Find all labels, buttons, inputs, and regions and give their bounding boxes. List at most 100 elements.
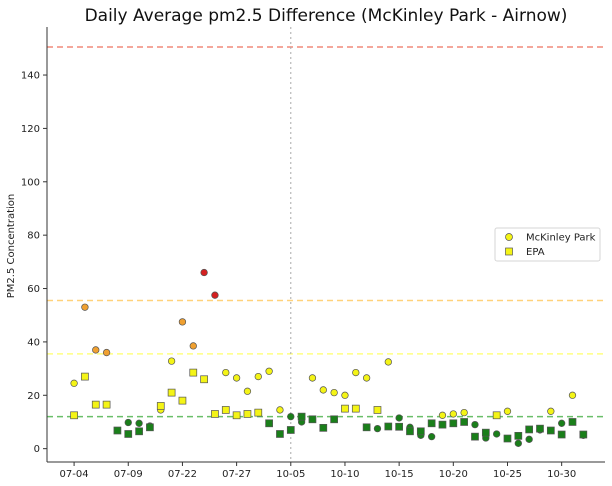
mckinley-park-point [449,410,457,418]
mckinley-park-point [568,391,577,399]
epa-point [135,427,143,436]
mckinley-park-point [547,407,555,415]
legend: McKinley Park EPA [494,227,601,262]
epa-point [384,422,393,431]
epa-point [341,404,349,413]
epa-point [579,430,588,439]
epa-point [211,410,219,418]
mckinley-park-point [384,358,392,366]
y-tick-label: 0 [34,444,40,455]
epa-point [330,415,338,424]
mckinley-park-point [200,268,208,277]
mckinley-park-point [503,407,512,415]
mckinley-park-point [81,303,89,311]
mckinley-park-point [265,367,273,375]
mckinley-park-point [276,406,284,414]
chart-title: Daily Average pm2.5 Difference (McKinley… [85,6,568,26]
mckinley-park-point [330,388,338,397]
axes [46,27,605,463]
epa-point [113,426,122,435]
epa-point [221,406,230,414]
mckinley-park-point [373,424,382,433]
epa-point [514,431,523,440]
x-tick-label: 10-25 [493,469,522,480]
mckinley-park-point [232,374,241,382]
mckinley-park-point [352,368,360,377]
mckinley-park-point [319,386,327,394]
mckinley-park-point [341,391,349,399]
epa-point [319,423,328,432]
mckinley-park-point [70,379,78,387]
epa-point [427,419,436,428]
mckinley-park-point [362,374,371,382]
mckinley-park-point [460,408,468,417]
mckinley-park-point [558,419,566,427]
epa-point [546,426,555,435]
epa-point [503,434,512,443]
y-tick-label: 60 [27,284,40,295]
mckinley-park-point [222,368,230,377]
mckinley-park-point [438,411,447,419]
epa-point [91,400,100,409]
mckinley-park-point [135,419,143,427]
x-axis-ticks: 07-04 07-09 07-22 07-27 10-05 10-10 10-15 10-20… [60,462,576,480]
y-tick-label: 20 [27,391,40,402]
epa-point [232,411,241,420]
epa-point [81,372,89,381]
y-axis-ticks: 0 20 40 60 80 100 120 140 [21,71,47,455]
y-tick-label: 120 [21,124,40,135]
mckinley-park-point [211,291,219,299]
epa-point [416,427,425,436]
x-tick-label: 07-04 [60,469,89,480]
epa-point [449,419,458,428]
mckinley-park-point [514,439,522,447]
epa-point [351,404,360,413]
x-tick-label: 10-05 [276,469,305,480]
y-tick-label: 100 [21,177,40,188]
epa-point [254,408,263,417]
epa-point [406,427,414,436]
epa-point [308,415,317,424]
legend-label-mckinley-park: McKinley Park [526,233,596,244]
mckinley-park-point [308,374,317,382]
mckinley-park-point [427,432,436,441]
legend-box [494,227,601,262]
legend-marker-epa [505,247,513,256]
epa-point [178,396,187,405]
epa-point [70,411,78,420]
epa-point [124,430,133,438]
x-tick-label: 07-09 [114,469,143,480]
epa-point [297,412,306,421]
epa-point [471,432,479,441]
epa-point [146,423,154,432]
x-tick-label: 07-27 [222,469,251,480]
legend-marker-mckinley-park [505,233,513,241]
epa-point [102,400,111,409]
y-tick-label: 140 [21,71,40,82]
epa-point [189,368,198,377]
epa-point [286,426,295,434]
mckinley-park-point [178,318,187,326]
epa-point [568,418,577,426]
x-tick-label: 10-15 [385,469,414,480]
epa-point [243,410,252,418]
epa-point [536,424,544,433]
reference-lines [47,46,605,418]
epa-point [265,419,273,428]
x-tick-label: 10-30 [547,469,576,480]
epa-point [525,425,534,434]
epa-point [167,388,176,397]
data-points [70,268,588,447]
x-tick-label: 07-22 [168,469,197,480]
mckinley-park-point [189,342,197,350]
mckinley-park-point [124,418,132,427]
epa-point [156,402,165,410]
epa-point [492,411,501,420]
x-tick-label: 10-20 [439,469,468,480]
y-tick-label: 80 [27,231,40,242]
epa-point [395,422,403,431]
x-tick-label: 10-10 [330,469,359,480]
legend-label-epa: EPA [526,247,545,258]
epa-point [276,430,284,438]
